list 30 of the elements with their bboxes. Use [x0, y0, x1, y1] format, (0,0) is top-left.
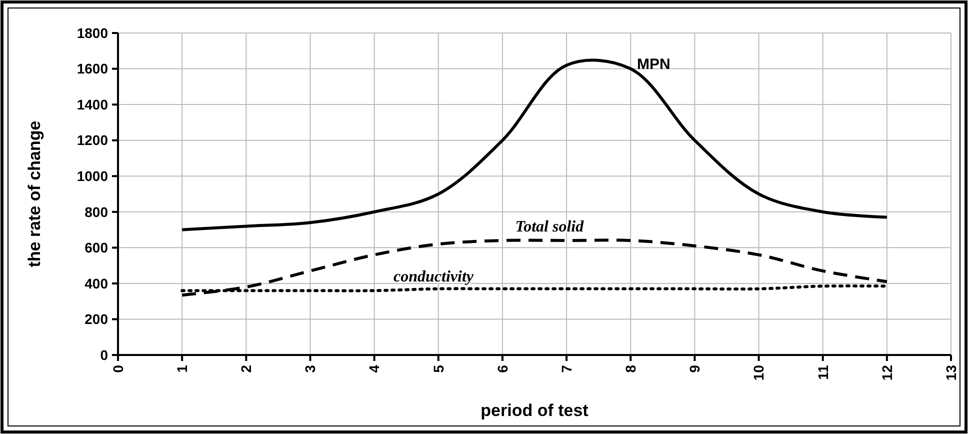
x-tick-label: 7 — [558, 364, 574, 373]
y-tick-label: 1600 — [76, 60, 108, 77]
x-axis-title: period of test — [480, 401, 589, 420]
x-tick-label: 2 — [238, 364, 254, 373]
x-tick-label: 9 — [686, 364, 703, 373]
x-tick-label: 0 — [110, 364, 126, 373]
y-tick-label: 1000 — [76, 168, 108, 184]
x-tick-label: 4 — [366, 364, 382, 373]
y-axis-title: the rate of change — [25, 120, 44, 268]
x-tick-label: 13 — [942, 364, 959, 381]
y-tick-label: 400 — [84, 275, 108, 292]
y-tick-label: 800 — [84, 204, 108, 220]
x-tick-label: 10 — [750, 364, 767, 381]
y-tick-label: 1400 — [76, 96, 108, 112]
x-tick-label: 12 — [878, 364, 895, 381]
series-label: MPN — [637, 56, 670, 73]
x-tick-label: 3 — [302, 364, 318, 373]
y-tick-label: 0 — [100, 346, 108, 363]
x-tick-label: 8 — [622, 364, 639, 373]
x-tick-label: 5 — [430, 364, 446, 373]
x-tick-label: 1 — [174, 364, 190, 373]
x-tick-label: 11 — [814, 364, 831, 380]
y-tick-label: 1200 — [76, 132, 108, 148]
y-tick-label: 1800 — [76, 24, 108, 41]
x-tick-label: 6 — [494, 364, 510, 373]
line-series — [180, 238, 888, 297]
series-label: conductivity — [394, 268, 474, 286]
y-tick-label: 600 — [84, 240, 108, 256]
series-label: Total solid — [515, 218, 585, 236]
y-tick-label: 200 — [84, 311, 108, 328]
